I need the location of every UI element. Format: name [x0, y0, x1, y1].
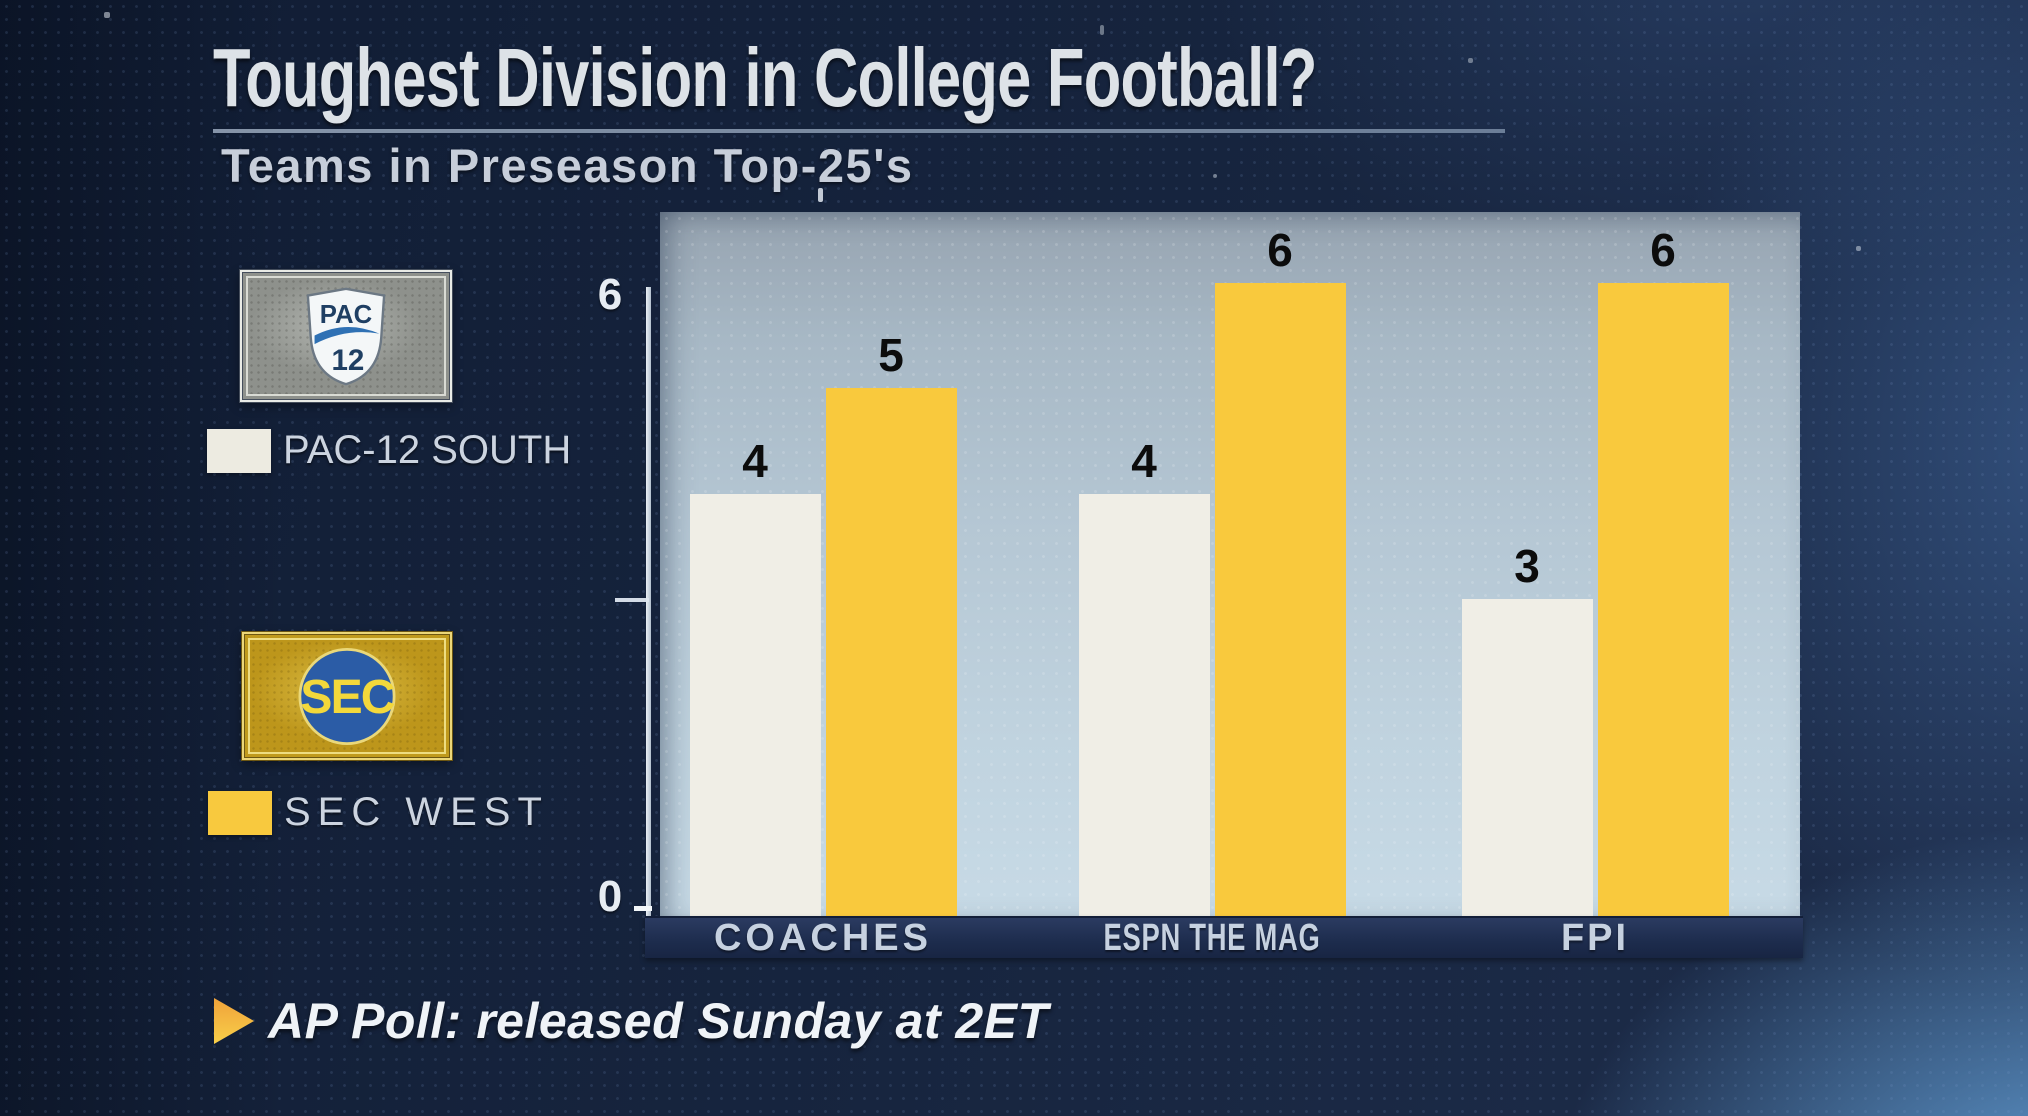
legend-item-pac12: PAC-12 SOUTH — [207, 428, 571, 473]
bar-value-label: 5 — [878, 329, 904, 381]
bar-value-label: 3 — [1514, 540, 1540, 592]
x-axis-band: COACHES ESPN THE MAG FPI — [645, 916, 1803, 959]
x-axis-label-fpi: FPI — [1560, 917, 1630, 959]
x-axis-label-coaches: COACHES — [713, 917, 933, 959]
legend-item-sec: SEC WEST — [208, 790, 549, 835]
y-axis-tick-label-0: 0 — [597, 872, 623, 921]
legend-label-pac12: PAC-12 SOUTH — [283, 428, 572, 472]
x-axis-label-espn-the-mag: ESPN THE MAG — [1103, 917, 1321, 959]
y-axis-zero-tick — [634, 906, 652, 911]
sparkle-icon — [104, 12, 110, 18]
footer-note: AP Poll: released Sunday at 2ET — [268, 993, 1049, 1049]
sparkle-icon — [1856, 246, 1861, 251]
sec-logo-text: SEC — [300, 671, 394, 724]
bar-value-label: 4 — [742, 435, 768, 487]
pac12-logo: PAC 12 — [240, 270, 452, 402]
title-underline — [213, 129, 1505, 133]
sec-circle-icon: SEC — [298, 647, 397, 745]
chart-plot-area: 4 5 4 6 3 6 — [660, 212, 1800, 916]
pac12-shield-icon: PAC 12 — [306, 287, 386, 385]
legend-label-sec: SEC WEST — [284, 790, 549, 834]
chart-subtitle: Teams in Preseason Top-25's — [221, 139, 914, 192]
bar-pac-12-south-espn-the-mag: 4 — [1078, 438, 1210, 916]
bar-sec-west-espn-the-mag: 6 — [1214, 227, 1346, 916]
footer-note-row: AP Poll: released Sunday at 2ET — [214, 992, 1049, 1050]
sec-swatch — [208, 790, 272, 835]
bar-sec-west-fpi: 6 — [1597, 227, 1729, 916]
sparkle-icon — [1468, 58, 1473, 63]
bullet-triangle-icon — [214, 998, 254, 1044]
y-axis — [646, 287, 651, 916]
sec-logo: SEC — [242, 632, 452, 760]
bar-value-label: 6 — [1650, 224, 1676, 276]
page-title: Toughest Division in College Football? — [213, 31, 1317, 124]
pac12-logo-text-top: PAC — [320, 301, 372, 329]
bar-value-label: 6 — [1267, 224, 1293, 276]
bar-pac-12-south-coaches: 4 — [689, 438, 821, 916]
sparkle-icon — [1213, 174, 1217, 178]
pac12-wave-icon — [314, 326, 380, 344]
y-axis-tick-label-6: 6 — [597, 270, 623, 319]
sec-logo-plate: SEC — [248, 638, 446, 754]
pac12-logo-text-bottom: 12 — [331, 343, 364, 376]
y-axis-minor-tick — [615, 597, 649, 602]
bar-sec-west-coaches: 5 — [825, 332, 957, 916]
bar-pac-12-south-fpi: 3 — [1461, 543, 1593, 916]
bar-value-label: 4 — [1131, 435, 1157, 487]
pac12-logo-plate: PAC 12 — [246, 276, 446, 396]
pac12-swatch — [207, 428, 271, 473]
